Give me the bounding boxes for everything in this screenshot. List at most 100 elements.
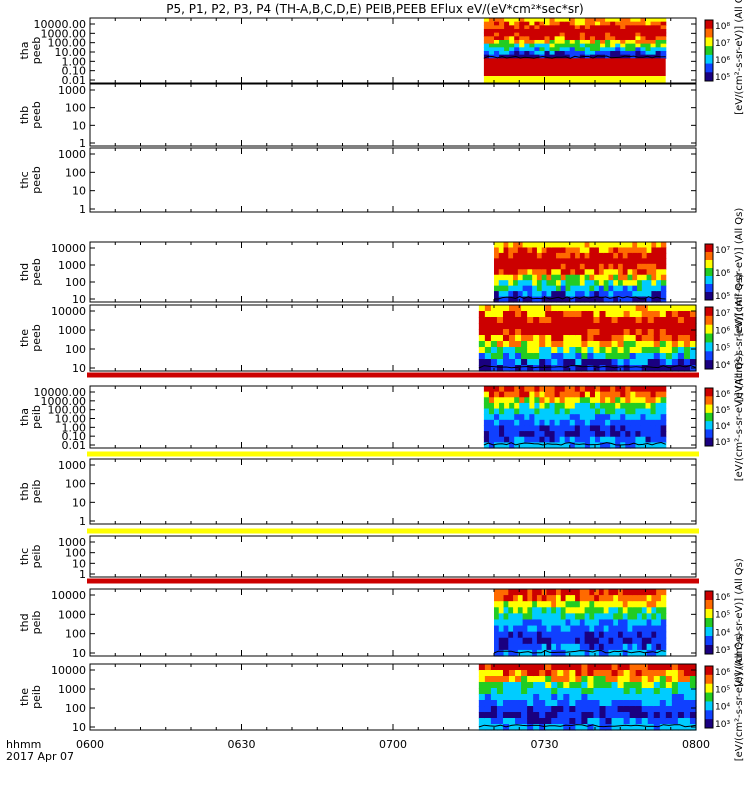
spectrogram-cell: [563, 700, 570, 707]
status-bar: [87, 528, 699, 534]
spectrogram-cell: [646, 619, 652, 627]
spectrogram-cell: [671, 718, 679, 725]
spectrogram-cell: [529, 43, 535, 48]
spectrogram-cell: [575, 637, 581, 645]
spectrogram-cell: [494, 414, 500, 421]
spectrogram-cell: [564, 32, 571, 37]
spacecraft-potential-line: [478, 364, 697, 369]
spectrogram-cell: [545, 353, 552, 360]
spectrogram-cell: [496, 682, 504, 689]
spectrogram-cell: [683, 664, 691, 671]
spectrogram-cell: [536, 607, 543, 614]
plot-frame: [89, 147, 697, 213]
spectrogram-cell: [610, 408, 616, 415]
spectrogram-cell: [651, 595, 657, 602]
spectrogram-cell: [574, 32, 581, 37]
spectrogram-cell: [594, 625, 600, 633]
spectrogram-cell: [635, 402, 642, 410]
spectrogram-cell: [595, 391, 601, 398]
spectrogram-cell: [478, 335, 486, 342]
spectrogram-cell: [532, 252, 538, 259]
spectrogram-cell: [539, 365, 546, 372]
y-tick-label: 100: [65, 547, 86, 560]
spectrogram-cell: [559, 18, 566, 23]
spectrogram-cell: [594, 613, 600, 621]
spectrogram-cell: [647, 365, 655, 372]
panel-instrument-label: peib: [30, 685, 43, 709]
spectrogram-cell: [522, 280, 528, 287]
colorbar-segment: [705, 710, 713, 720]
spectrogram-cell: [617, 724, 625, 731]
spectrogram-cell: [589, 25, 596, 30]
spectrogram-cell: [620, 32, 626, 37]
spectrogram-cell: [629, 359, 637, 366]
spectrogram-cell: [569, 436, 576, 443]
spectrogram-cell: [490, 694, 498, 701]
spectrogram-cell: [575, 688, 582, 695]
spectrogram-cell: [683, 688, 691, 695]
spectrogram-cell: [494, 285, 500, 292]
spectrogram-cell: [509, 664, 516, 671]
spectrogram-cell: [653, 323, 661, 330]
spectrogram-cell: [536, 643, 543, 651]
spectrogram-cell: [524, 28, 530, 34]
spectrogram-cell: [660, 39, 667, 45]
spectrogram-cell: [647, 718, 655, 725]
spectrogram-cell: [605, 329, 613, 336]
spectrogram-cell: [519, 28, 525, 34]
spectrogram-cell: [593, 694, 601, 701]
spectrogram-cell: [539, 436, 546, 443]
spectrogram-cell: [559, 402, 566, 410]
spectrogram-cell: [539, 431, 546, 438]
spectrogram-cell: [574, 50, 581, 56]
spectrogram-cell: [539, 329, 546, 336]
spectrogram-cell: [503, 291, 509, 298]
spectrogram-cell: [689, 359, 697, 366]
spectrogram-cell: [541, 643, 548, 651]
spectrogram-cell: [600, 25, 606, 30]
spectrogram-cell: [622, 242, 629, 249]
spectrogram-cell: [630, 414, 636, 421]
spectrogram-cell: [618, 258, 624, 265]
spectrogram-cell: [494, 274, 500, 281]
spectrogram-cell: [494, 18, 500, 23]
spectrogram-cell: [579, 36, 586, 41]
spectrogram-cell: [603, 247, 610, 254]
spectrogram-cell: [620, 28, 626, 34]
spectrogram-cell: [660, 247, 667, 254]
spectrogram-cell: [589, 402, 596, 410]
spectrogram-cell: [508, 258, 514, 265]
spectrogram-cell: [630, 39, 636, 45]
spectrogram-cell: [608, 274, 614, 281]
spectrogram-cell: [508, 285, 514, 292]
spectrogram-cell: [524, 21, 530, 26]
spectrogram-cell: [635, 347, 643, 354]
spectrogram-cell: [683, 670, 691, 677]
spectrogram-cell: [508, 619, 514, 627]
spectrogram-cell: [613, 258, 619, 265]
spectrogram-cell: [640, 414, 647, 421]
spectrogram-cell: [635, 341, 643, 348]
spectrogram-cell: [494, 263, 500, 270]
spectrogram-cell: [570, 296, 576, 303]
spectrogram-cell: [598, 247, 605, 254]
spectrogram-cell: [647, 706, 655, 713]
spectrogram-cell: [527, 242, 533, 249]
spectrogram-cell: [509, 36, 515, 41]
spectrogram-cell: [651, 619, 657, 627]
spectrogram-cell: [541, 601, 548, 608]
spectrogram-cell: [594, 242, 600, 249]
spectrogram-cell: [650, 425, 657, 432]
spectrogram-cell: [539, 402, 546, 410]
spectrogram-cell: [554, 25, 561, 30]
y-tick-label: 0.10: [62, 65, 87, 78]
spectrogram-cell: [617, 718, 625, 725]
spectrogram-cell: [532, 269, 538, 276]
spectrogram-cell: [563, 329, 570, 336]
spectrogram-cell: [574, 431, 581, 438]
spectrogram-cell: [581, 718, 589, 725]
spectrogram-cell: [646, 625, 652, 633]
spectrogram-cell: [608, 637, 614, 645]
spectrogram-cell: [569, 718, 576, 725]
colorbar-tick-label: 10⁶: [715, 326, 730, 336]
